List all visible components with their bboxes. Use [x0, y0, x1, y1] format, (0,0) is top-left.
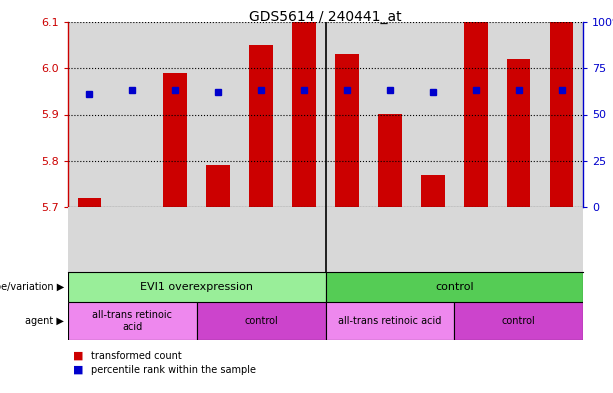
- Bar: [378, 114, 402, 207]
- Bar: [283, 207, 326, 272]
- Bar: [164, 73, 187, 207]
- Bar: [368, 22, 411, 207]
- Text: ■: ■: [73, 365, 83, 375]
- Bar: [497, 207, 540, 272]
- Bar: [111, 207, 154, 272]
- Bar: [326, 302, 454, 340]
- Bar: [540, 22, 583, 207]
- Text: ■: ■: [73, 351, 83, 361]
- Bar: [197, 22, 240, 207]
- Bar: [335, 54, 359, 207]
- Text: control: control: [502, 316, 536, 326]
- Text: agent ▶: agent ▶: [25, 316, 64, 326]
- Bar: [68, 22, 111, 207]
- Bar: [240, 207, 283, 272]
- Bar: [411, 207, 454, 272]
- Bar: [154, 22, 197, 207]
- Bar: [540, 207, 583, 272]
- Bar: [78, 198, 101, 207]
- Bar: [497, 22, 540, 207]
- Bar: [326, 207, 368, 272]
- Bar: [368, 207, 411, 272]
- Bar: [68, 302, 197, 340]
- Bar: [68, 207, 111, 272]
- Bar: [454, 22, 497, 207]
- Text: transformed count: transformed count: [91, 351, 182, 361]
- Bar: [283, 22, 326, 207]
- Bar: [421, 174, 444, 207]
- Bar: [454, 207, 497, 272]
- Text: control: control: [435, 282, 474, 292]
- Text: genotype/variation ▶: genotype/variation ▶: [0, 282, 64, 292]
- Bar: [454, 302, 583, 340]
- Bar: [464, 22, 487, 207]
- Bar: [240, 22, 283, 207]
- Bar: [411, 22, 454, 207]
- Bar: [507, 59, 530, 207]
- Bar: [207, 165, 230, 207]
- Bar: [326, 22, 368, 207]
- Text: control: control: [244, 316, 278, 326]
- Bar: [111, 22, 154, 207]
- Bar: [249, 45, 273, 207]
- Bar: [326, 272, 583, 302]
- Text: GDS5614 / 240441_at: GDS5614 / 240441_at: [249, 10, 402, 24]
- Bar: [292, 22, 316, 207]
- Text: all-trans retinoic
acid: all-trans retinoic acid: [93, 310, 172, 332]
- Text: percentile rank within the sample: percentile rank within the sample: [91, 365, 256, 375]
- Bar: [197, 207, 240, 272]
- Bar: [68, 272, 326, 302]
- Bar: [550, 22, 573, 207]
- Text: EVI1 overexpression: EVI1 overexpression: [140, 282, 253, 292]
- Text: all-trans retinoic acid: all-trans retinoic acid: [338, 316, 441, 326]
- Bar: [154, 207, 197, 272]
- Bar: [197, 302, 326, 340]
